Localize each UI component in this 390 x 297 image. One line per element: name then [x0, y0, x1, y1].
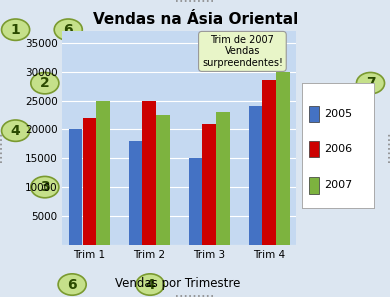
Bar — [156, 115, 170, 245]
Bar — [83, 118, 96, 245]
Bar — [129, 141, 142, 245]
Bar — [310, 141, 319, 157]
Circle shape — [31, 176, 59, 198]
Text: Vendas por Trimestre: Vendas por Trimestre — [115, 277, 240, 290]
Text: 6: 6 — [67, 277, 77, 292]
Bar — [96, 101, 110, 245]
Circle shape — [319, 135, 347, 156]
Circle shape — [31, 72, 59, 94]
Bar — [310, 177, 319, 194]
Text: 3: 3 — [40, 180, 50, 194]
Text: 2005: 2005 — [324, 109, 353, 119]
Text: 4: 4 — [11, 124, 21, 138]
Circle shape — [136, 274, 164, 295]
Bar — [310, 106, 319, 122]
Bar — [142, 101, 156, 245]
Text: 6: 6 — [64, 23, 73, 37]
Text: 5: 5 — [328, 138, 338, 153]
Bar — [249, 106, 262, 245]
Text: 4: 4 — [145, 277, 155, 292]
Circle shape — [2, 19, 30, 40]
Text: 2007: 2007 — [324, 181, 353, 190]
Text: Trim de 2007
Vendas
surpreendentes!: Trim de 2007 Vendas surpreendentes! — [202, 35, 283, 68]
Bar — [262, 80, 276, 245]
Bar — [69, 129, 83, 245]
Bar — [202, 124, 216, 245]
Text: 2: 2 — [40, 76, 50, 90]
Circle shape — [356, 72, 385, 94]
Bar — [189, 158, 202, 245]
Circle shape — [2, 120, 30, 141]
Text: 1: 1 — [11, 23, 21, 37]
Text: 2006: 2006 — [324, 144, 353, 154]
Text: Vendas na Ásia Oriental: Vendas na Ásia Oriental — [93, 12, 298, 27]
Circle shape — [54, 19, 82, 40]
Bar — [276, 72, 290, 245]
Circle shape — [58, 274, 86, 295]
Bar — [216, 112, 230, 245]
Text: 7: 7 — [366, 76, 375, 90]
